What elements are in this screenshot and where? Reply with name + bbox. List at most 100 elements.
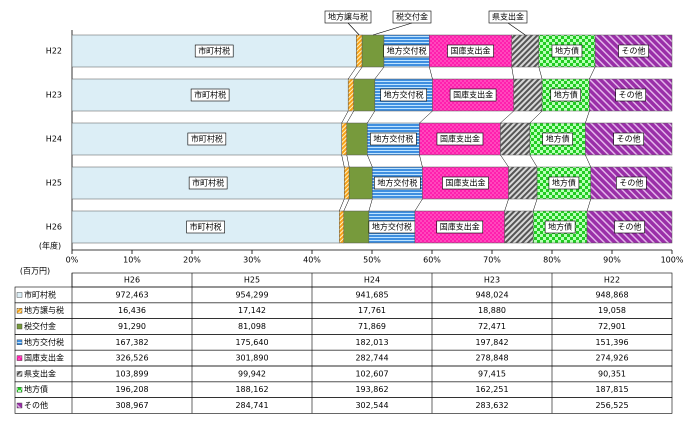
- connector: [419, 110, 433, 124]
- legend-label: 税交付金: [24, 321, 56, 331]
- connector: [341, 154, 345, 168]
- label-box: [551, 44, 583, 58]
- table-cell: 284,741: [235, 401, 268, 410]
- x-tick-label: 100%: [661, 256, 684, 265]
- segment-label: その他: [622, 46, 646, 56]
- table-cell: 151,396: [595, 338, 628, 347]
- table-header: H23: [484, 276, 500, 285]
- x-tick-label: 50%: [363, 256, 381, 265]
- label-box: [187, 132, 227, 146]
- table-cell: 103,899: [115, 369, 148, 378]
- table-cell: 17,761: [358, 306, 386, 315]
- legend-swatch: [16, 371, 23, 377]
- segment-label: 地方交付税: [372, 222, 412, 232]
- bar-segment: [504, 210, 534, 244]
- legend-label: 市町村税: [24, 289, 56, 299]
- callout-arrow: [347, 22, 360, 36]
- legend-swatch: [16, 308, 23, 314]
- table-cell: 19,058: [598, 306, 626, 315]
- callout-arrow: [372, 22, 413, 36]
- x-tick-label: 30%: [243, 256, 261, 265]
- table-row: [14, 349, 673, 367]
- legend-swatch: [16, 292, 23, 298]
- table-cell: 256,525: [595, 401, 628, 410]
- table-header: H22: [604, 276, 620, 285]
- connector: [511, 66, 514, 80]
- bar-segment: [513, 78, 543, 112]
- connector: [529, 154, 538, 168]
- table-row: [14, 286, 673, 304]
- legend-swatch: [16, 323, 23, 330]
- x-tick-label: 40%: [303, 256, 321, 265]
- callout-label: 県支出金: [492, 12, 524, 22]
- table-header: H24: [364, 276, 380, 285]
- connector: [419, 154, 423, 168]
- segment-label: 市町村税: [192, 178, 224, 188]
- bar-segment: [346, 122, 368, 156]
- segment-label: その他: [619, 90, 643, 100]
- bar-segment: [348, 166, 373, 200]
- bar-segment: [508, 166, 538, 200]
- table-header: H26: [124, 276, 140, 285]
- x-tick-label: 70%: [483, 256, 501, 265]
- table-cell: 301,890: [235, 354, 268, 363]
- connector: [589, 66, 596, 80]
- unit-label: (百万円): [20, 267, 50, 276]
- y-tick-label: H24: [46, 135, 62, 144]
- bar-segment: [356, 34, 363, 68]
- table-cell: 162,251: [475, 385, 508, 394]
- segment-label: その他: [619, 178, 643, 188]
- table-cell: 91,290: [118, 322, 146, 331]
- table-cell: 954,299: [235, 290, 268, 299]
- callout-label: 税交付金: [396, 12, 428, 22]
- label-box: [618, 44, 649, 58]
- connector: [343, 198, 350, 212]
- table-cell: 182,013: [355, 338, 388, 347]
- legend-swatch: [16, 339, 23, 345]
- label-box: [380, 88, 427, 102]
- connector: [532, 198, 538, 212]
- table-cell: 188,162: [235, 385, 268, 394]
- connector: [429, 66, 433, 80]
- y-tick-label: H23: [46, 91, 62, 100]
- segment-label: 地方交付税: [373, 134, 413, 144]
- table-cell: 326,526: [115, 354, 148, 363]
- table-cell: 197,842: [475, 338, 508, 347]
- table-cell: 72,471: [478, 322, 506, 331]
- table-cell: 16,436: [118, 306, 146, 315]
- segment-label: 国庫支出金: [445, 178, 485, 188]
- label-box: [614, 220, 645, 234]
- label-box: [449, 88, 497, 102]
- connector: [368, 198, 373, 212]
- table-cell: 167,382: [115, 338, 148, 347]
- label-box: [190, 88, 230, 102]
- table-cell: 175,640: [235, 338, 268, 347]
- y-tick-label: H25: [46, 179, 62, 188]
- callout-label: 地方譲与税: [328, 12, 368, 22]
- table-cell: 941,685: [355, 290, 388, 299]
- table-header: H25: [244, 276, 260, 285]
- y-tick-label: H26: [46, 223, 62, 232]
- table-cell: 97,415: [478, 369, 506, 378]
- connector: [500, 154, 509, 168]
- callout-arrow: [507, 22, 526, 36]
- table-cell: 71,869: [358, 322, 386, 331]
- table-cell: 90,351: [598, 369, 626, 378]
- segment-label: 地方交付税: [377, 178, 417, 188]
- table-cell: 17,142: [238, 306, 266, 315]
- table-cell: 308,967: [115, 401, 148, 410]
- segment-label: 国庫支出金: [451, 46, 491, 56]
- label-box: [370, 132, 417, 146]
- x-tick-label: 20%: [183, 256, 201, 265]
- label-box: [447, 44, 494, 58]
- bar-segment: [344, 166, 350, 200]
- table-cell: 18,880: [478, 306, 506, 315]
- connector: [585, 154, 591, 168]
- connector: [538, 66, 543, 80]
- x-tick-label: 10%: [123, 256, 141, 265]
- label-box: [186, 220, 225, 234]
- table-cell: 948,868: [595, 290, 628, 299]
- label-box: [544, 220, 576, 234]
- bar-segment: [422, 166, 509, 200]
